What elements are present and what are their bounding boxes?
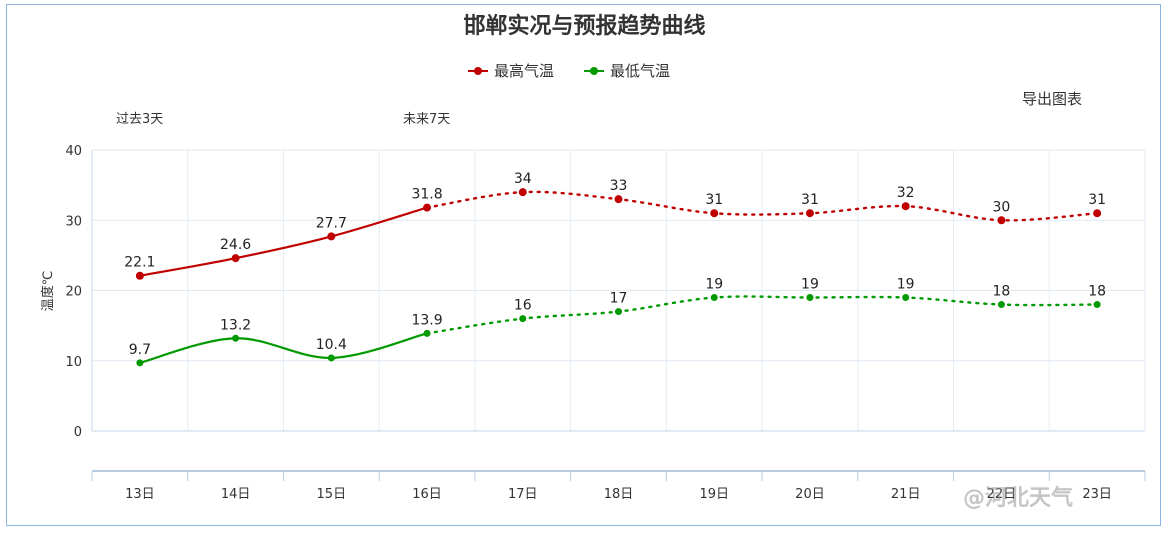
data-point-max: [901, 202, 910, 211]
legend-item-min-temp[interactable]: 最低气温: [584, 60, 670, 81]
series-line-min-forecast: [425, 295, 1099, 335]
x-tick-label: 21日: [891, 487, 921, 502]
data-point-max: [231, 254, 240, 263]
data-point-min: [806, 294, 814, 302]
x-tick-label: 22日: [987, 487, 1017, 502]
legend-label-max: 最高气温: [494, 62, 555, 80]
y-axis-title: 温度℃: [40, 271, 56, 312]
x-tick-label: 23日: [1082, 487, 1112, 502]
data-point-max: [518, 188, 527, 197]
legend-marker-max: [468, 65, 488, 77]
data-label-min: 13.2: [220, 317, 251, 333]
data-label-min: 19: [801, 277, 819, 293]
data-label-min: 13.9: [411, 312, 442, 328]
x-tick-label: 20日: [795, 487, 825, 502]
x-tick-label: 15日: [317, 487, 347, 502]
y-tick-label: 10: [65, 355, 82, 370]
data-point-min: [519, 315, 527, 323]
data-label-min: 16: [514, 298, 532, 314]
data-label-min: 17: [610, 291, 628, 307]
data-label-max: 31: [801, 192, 819, 208]
data-point-min: [136, 359, 144, 367]
data-point-min: [423, 329, 431, 337]
x-tick-label: 17日: [508, 487, 538, 502]
data-point-min: [615, 308, 622, 316]
data-label-max: 32: [897, 185, 915, 201]
legend-marker-min: [584, 65, 605, 77]
series-line-min-observed: [139, 332, 428, 364]
y-tick-label: 40: [65, 144, 82, 159]
series-line-max-observed: [139, 206, 428, 277]
data-point-max: [327, 232, 336, 241]
data-label-max: 27.7: [316, 215, 347, 231]
chart-legend: 最高气温 最低气温: [468, 60, 670, 81]
data-point-min: [902, 294, 910, 302]
x-tick-label: 13日: [125, 487, 155, 502]
data-label-max: 31.8: [411, 187, 442, 203]
data-label-min: 19: [897, 277, 915, 293]
data-label-max: 34: [514, 171, 532, 187]
chart-title: 邯郸实况与预报趋势曲线: [463, 14, 706, 39]
data-point-min: [1093, 301, 1101, 309]
future-period-label: 未来7天: [403, 112, 451, 127]
data-label-max: 33: [610, 178, 628, 194]
y-tick-label: 0: [74, 425, 82, 440]
y-tick-label: 30: [65, 214, 82, 229]
data-label-min: 9.7: [129, 342, 151, 358]
data-point-min: [997, 301, 1005, 309]
data-label-min: 18: [992, 284, 1010, 300]
data-point-min: [232, 334, 240, 342]
legend-label-min: 最低气温: [610, 62, 671, 80]
data-point-min: [327, 354, 335, 362]
x-tick-label: 14日: [221, 487, 251, 502]
data-label-min: 18: [1088, 284, 1106, 300]
data-label-max: 22.1: [124, 255, 155, 271]
data-point-max: [710, 209, 719, 218]
export-chart-button[interactable]: 导出图表: [1022, 90, 1083, 108]
data-label-max: 30: [992, 199, 1010, 215]
y-tick-label: 20: [65, 285, 82, 300]
data-point-max: [135, 271, 144, 280]
x-tick-label: 16日: [412, 487, 442, 502]
data-label-max: 24.6: [220, 237, 251, 253]
series-line-max-forecast: [425, 190, 1099, 222]
data-point-max: [997, 216, 1006, 225]
past-period-label: 过去3天: [116, 112, 164, 127]
data-point-max: [423, 203, 432, 212]
data-point-max: [805, 209, 814, 218]
data-point-min: [710, 294, 718, 302]
data-point-max: [614, 195, 623, 204]
watermark: @河北天气: [963, 486, 1074, 511]
data-label-max: 31: [705, 192, 723, 208]
data-label-min: 19: [705, 277, 723, 293]
data-label-max: 31: [1088, 192, 1106, 208]
data-label-min: 10.4: [316, 337, 347, 353]
data-point-max: [1093, 209, 1102, 218]
x-tick-label: 19日: [699, 487, 729, 502]
x-tick-label: 18日: [604, 487, 634, 502]
legend-item-max-temp[interactable]: 最高气温: [468, 60, 554, 81]
